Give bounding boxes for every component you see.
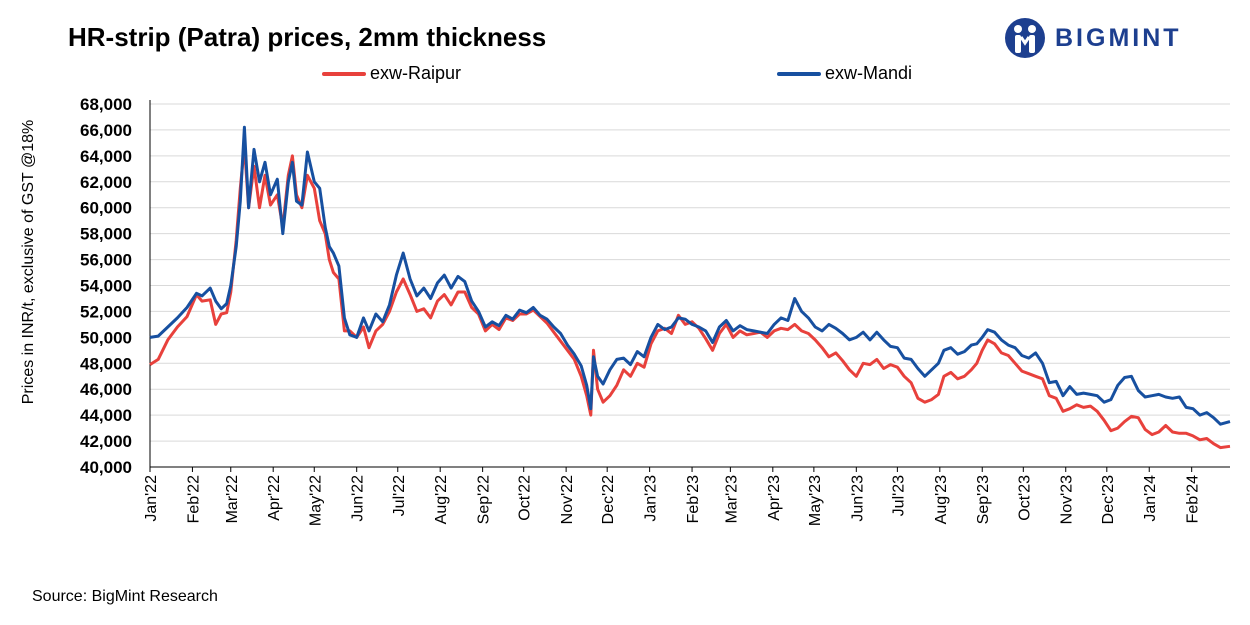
legend-label-raipur: exw-Raipur: [370, 63, 462, 83]
x-tick-label: Mar'22: [224, 475, 241, 524]
x-tick-label: Aug'23: [933, 475, 950, 524]
y-tick-label: 60,000: [80, 199, 132, 218]
x-tick-label: Oct'22: [517, 475, 534, 521]
y-tick-label: 66,000: [80, 121, 132, 140]
series-lines: [149, 125, 1231, 450]
x-tick-label: Jan'23: [643, 475, 660, 522]
x-tick-label: Jun'23: [849, 475, 866, 522]
legend-item-raipur: exw-Raipur: [322, 63, 461, 84]
x-tick-label: Sep'23: [975, 475, 992, 524]
x-tick-label: Feb'23: [685, 475, 702, 524]
x-tick-label: May'22: [307, 475, 324, 526]
x-axis-ticks: Jan'22 Feb'22 Mar'22 Apr'22 May'22 Jun'22 Jul'…: [143, 467, 1202, 526]
y-tick-label: 54,000: [80, 277, 132, 296]
series-line-mandi: [149, 125, 1231, 426]
chart-title: HR-strip (Patra) prices, 2mm thickness: [68, 22, 547, 52]
x-tick-label: Feb'24: [1185, 475, 1202, 524]
x-tick-label: Jun'22: [350, 475, 367, 522]
series-line-raipur: [149, 144, 1231, 450]
x-tick-label: Feb'22: [185, 475, 202, 524]
x-tick-label: Jul'23: [890, 475, 907, 516]
x-tick-label: Apr'22: [266, 475, 283, 521]
x-tick-label: Oct'23: [1016, 475, 1033, 521]
y-tick-label: 46,000: [80, 380, 132, 399]
y-tick-label: 62,000: [80, 173, 132, 192]
x-tick-label: Dec'22: [600, 475, 617, 524]
bigmint-logo-icon: [1005, 18, 1045, 58]
y-tick-label: 64,000: [80, 147, 132, 166]
y-tick-label: 44,000: [80, 406, 132, 425]
y-tick-label: 42,000: [80, 432, 132, 451]
source-note: Source: BigMint Research: [32, 588, 218, 605]
brand-logo: BIGMINT: [1003, 14, 1233, 64]
legend-item-mandi: exw-Mandi: [777, 63, 912, 84]
legend-swatch-raipur: [322, 71, 366, 76]
x-tick-label: Dec'23: [1100, 475, 1117, 524]
x-tick-label: Jan'22: [143, 475, 160, 522]
y-tick-label: 68,000: [80, 95, 132, 114]
x-tick-label: May'23: [807, 475, 824, 526]
y-tick-label: 50,000: [80, 328, 132, 347]
x-tick-label: Apr'23: [766, 475, 783, 521]
x-tick-label: Nov'23: [1059, 475, 1076, 524]
x-tick-label: Aug'22: [433, 475, 450, 524]
x-tick-label: Sep'22: [476, 475, 493, 524]
grid-lines: [149, 100, 1230, 468]
x-tick-label: Mar'23: [723, 475, 740, 524]
y-tick-label: 40,000: [80, 458, 132, 477]
y-tick-label: 52,000: [80, 302, 132, 321]
x-tick-label: Jul'22: [391, 475, 408, 516]
y-tick-label: 56,000: [80, 251, 132, 270]
x-tick-label: Jan'24: [1142, 475, 1159, 522]
legend-label-mandi: exw-Mandi: [825, 63, 913, 83]
y-tick-label: 58,000: [80, 225, 132, 244]
legend-swatch-mandi: [777, 71, 821, 76]
y-axis-ticks: 40,000 42,000 44,000 46,000 48,000 50,000 52,0…: [80, 95, 132, 477]
y-axis-label: Prices in INR/t, exclusive of GST @18%: [20, 120, 37, 404]
x-tick-label: Nov'22: [559, 475, 576, 524]
brand-name: BIGMINT: [1055, 24, 1182, 52]
y-tick-label: 48,000: [80, 354, 132, 373]
